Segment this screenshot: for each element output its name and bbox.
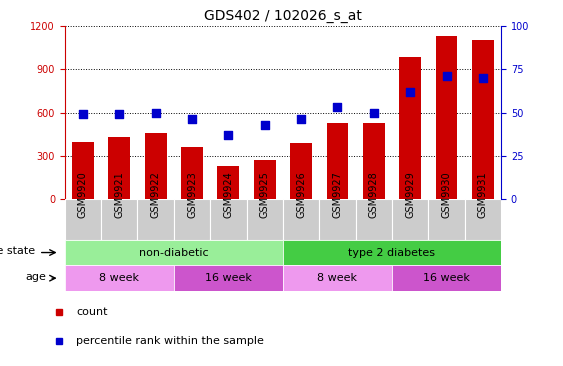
Point: [479, 75, 488, 81]
Bar: [181, 147, 203, 199]
Point: [260, 122, 269, 128]
Text: percentile rank within the sample: percentile rank within the sample: [76, 336, 264, 347]
Text: GSM9925: GSM9925: [260, 171, 270, 217]
FancyBboxPatch shape: [174, 265, 283, 291]
FancyBboxPatch shape: [356, 199, 392, 240]
FancyBboxPatch shape: [101, 199, 137, 240]
Text: GSM9921: GSM9921: [114, 171, 124, 217]
Bar: [254, 160, 276, 199]
Text: non-diabetic: non-diabetic: [139, 247, 209, 258]
Bar: [145, 133, 167, 199]
FancyBboxPatch shape: [247, 199, 283, 240]
FancyBboxPatch shape: [65, 240, 283, 265]
FancyBboxPatch shape: [65, 199, 101, 240]
Bar: [290, 143, 312, 199]
Point: [78, 111, 87, 117]
Bar: [72, 142, 94, 199]
Point: [369, 110, 378, 116]
Text: 8 week: 8 week: [99, 273, 139, 283]
Text: 16 week: 16 week: [205, 273, 252, 283]
Text: GSM9924: GSM9924: [224, 171, 234, 217]
FancyBboxPatch shape: [392, 265, 501, 291]
Bar: [399, 57, 421, 199]
FancyBboxPatch shape: [174, 199, 210, 240]
FancyBboxPatch shape: [65, 265, 174, 291]
Bar: [108, 137, 130, 199]
FancyBboxPatch shape: [283, 240, 501, 265]
Text: count: count: [76, 307, 108, 317]
FancyBboxPatch shape: [283, 265, 392, 291]
Text: GSM9928: GSM9928: [369, 171, 379, 217]
Point: [406, 89, 415, 94]
FancyBboxPatch shape: [210, 199, 247, 240]
Point: [442, 73, 451, 79]
Text: age: age: [26, 272, 47, 282]
Bar: [327, 123, 348, 199]
Text: GSM9927: GSM9927: [332, 171, 342, 217]
Text: GSM9920: GSM9920: [78, 171, 88, 217]
Text: type 2 diabetes: type 2 diabetes: [348, 247, 436, 258]
Text: GSM9929: GSM9929: [405, 171, 415, 217]
Point: [151, 110, 160, 116]
Bar: [363, 123, 385, 199]
FancyBboxPatch shape: [392, 199, 428, 240]
Bar: [436, 36, 457, 199]
Text: 16 week: 16 week: [423, 273, 470, 283]
FancyBboxPatch shape: [137, 199, 174, 240]
Bar: [472, 40, 494, 199]
Text: 8 week: 8 week: [318, 273, 358, 283]
Point: [297, 116, 306, 122]
Point: [224, 132, 233, 138]
Text: disease state: disease state: [0, 246, 35, 256]
Text: GSM9930: GSM9930: [441, 171, 452, 217]
Text: GSM9926: GSM9926: [296, 171, 306, 217]
Title: GDS402 / 102026_s_at: GDS402 / 102026_s_at: [204, 9, 362, 23]
FancyBboxPatch shape: [283, 199, 319, 240]
Point: [115, 111, 124, 117]
Point: [333, 104, 342, 110]
Text: GSM9931: GSM9931: [478, 171, 488, 217]
Bar: [217, 166, 239, 199]
FancyBboxPatch shape: [319, 199, 356, 240]
Text: GSM9922: GSM9922: [151, 171, 160, 217]
FancyBboxPatch shape: [428, 199, 464, 240]
FancyBboxPatch shape: [464, 199, 501, 240]
Point: [187, 116, 196, 122]
Text: GSM9923: GSM9923: [187, 171, 197, 217]
